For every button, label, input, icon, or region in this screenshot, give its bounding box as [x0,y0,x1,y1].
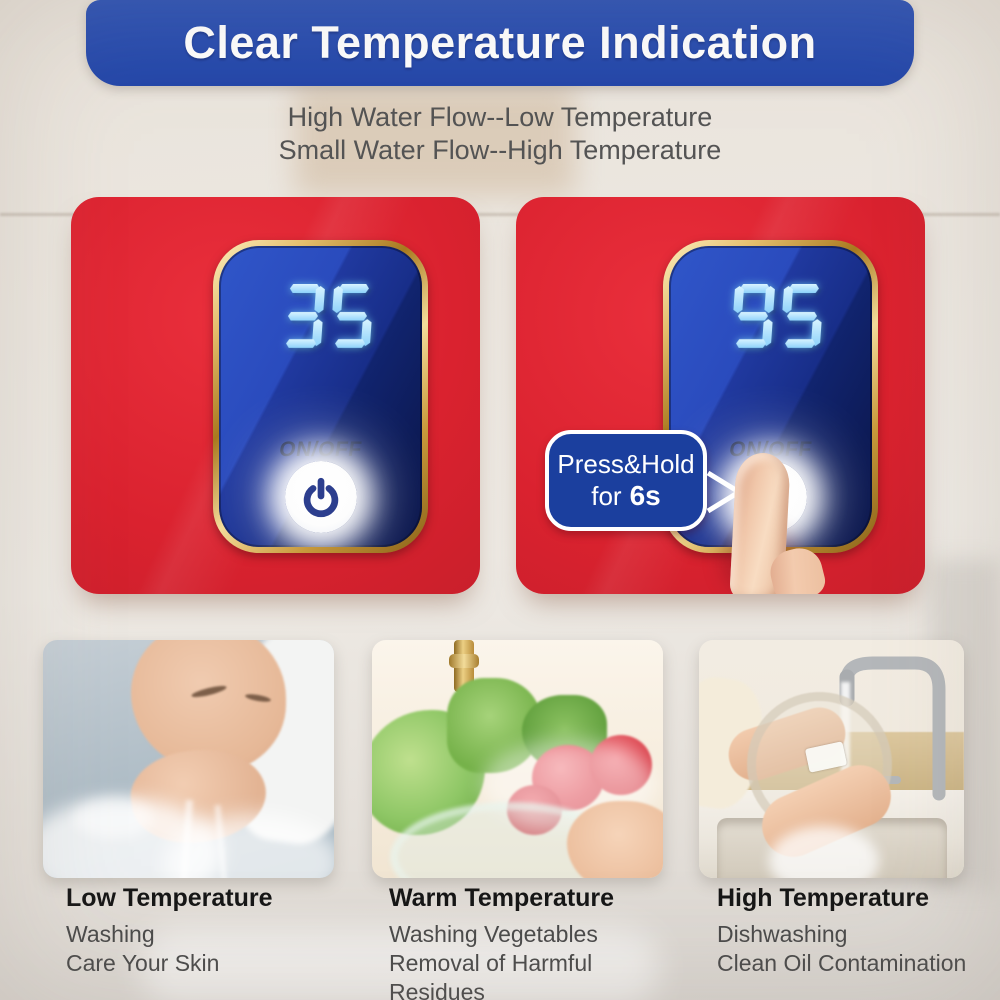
subtitle-line-1: High Water Flow--Low Temperature [287,102,713,132]
card-line: Removal of Harmful [389,950,593,976]
callout-line-1: Press&Hold [557,449,695,479]
temperature-display [280,284,373,348]
display-bezel-gold: ON/OFF [213,240,428,553]
tomato [590,735,652,795]
card-title: Low Temperature [66,884,273,912]
water-stream [841,682,850,802]
hand [567,801,663,878]
power-icon [303,477,338,518]
seven-segment-digit [329,284,373,348]
banner: Clear Temperature Indication [86,0,914,86]
power-button[interactable] [284,461,357,533]
faucet-collar [449,654,479,668]
card-title: Warm Temperature [389,884,615,912]
caption-high-temperature: High Temperature Dishwashing Clean Oil C… [717,884,987,978]
subtitle-line-2: Small Water Flow--High Temperature [278,135,722,165]
card-line: Washing [66,921,155,947]
display-screen: ON/OFF [219,246,422,547]
card-line: Residues [389,979,485,1000]
card-line: Clean Oil Contamination [717,950,967,976]
onoff-label: ON/OFF [277,438,364,461]
card-line: Washing Vegetables [389,921,598,947]
card-title: High Temperature [717,884,930,912]
photo-woman-washing-face [43,640,334,878]
press-hold-callout: Press&Hold for 6s [545,430,707,531]
device-panel-high-temp: ON/OFF Press&Hold for 6s [516,197,925,594]
caption-low-temperature: Low Temperature Washing Care Your Skin [66,884,346,978]
subtitle: High Water Flow--Low Temperature Small W… [0,101,1000,167]
seven-segment-digit [779,284,823,348]
card-line: Care Your Skin [66,950,220,976]
callout-line-2: for 6s [591,480,661,511]
seven-segment-digit [280,284,324,348]
device-panel-low-temp: ON/OFF [71,197,480,594]
photo-dishwashing [699,640,964,878]
seven-segment-digit [730,284,774,348]
photo-washing-vegetables [372,640,663,878]
temperature-display [730,284,823,348]
caption-warm-temperature: Warm Temperature Washing Vegetables Remo… [389,884,679,1000]
banner-title: Clear Temperature Indication [183,17,817,68]
water-splash [769,826,879,878]
card-line: Dishwashing [717,921,848,947]
water-splash [73,798,153,838]
